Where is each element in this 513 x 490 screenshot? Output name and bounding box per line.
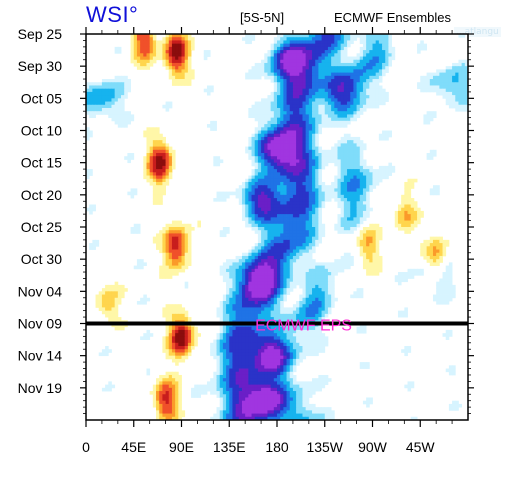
y-tick-label: Oct 10	[21, 123, 62, 139]
x-tick-label: 45E	[121, 439, 146, 455]
y-tick-label: Nov 04	[18, 283, 63, 299]
x-tick-label: 135E	[213, 439, 246, 455]
y-tick-label: Oct 15	[21, 155, 62, 171]
y-tick-label: Nov 14	[18, 348, 63, 364]
watermark: ...atlangu	[454, 27, 501, 37]
y-tick-label: Nov 19	[18, 380, 63, 396]
y-tick-label: Oct 20	[21, 187, 62, 203]
x-tick-label: 45W	[406, 439, 436, 455]
y-tick-label: Oct 30	[21, 251, 62, 267]
x-tick-label: 90W	[358, 439, 388, 455]
y-tick-label: Sep 25	[18, 26, 63, 42]
x-tick-label: 135W	[306, 439, 343, 455]
brand-logo: WSI°	[86, 2, 139, 27]
x-tick-label: 0	[82, 439, 90, 455]
x-tick-label: 90E	[169, 439, 194, 455]
y-tick-label: Nov 09	[18, 316, 63, 332]
source-label: ECMWF Ensembles	[334, 10, 452, 25]
y-tick-label: Oct 25	[21, 219, 62, 235]
y-tick-label: Oct 05	[21, 90, 62, 106]
forecast-start-label: ECMWF EPS	[255, 318, 352, 335]
x-tick-label: 180	[265, 439, 289, 455]
latitude-band-label: [5S-5N]	[240, 10, 285, 25]
anomaly-field	[86, 34, 469, 421]
y-tick-label: Sep 30	[18, 58, 63, 74]
